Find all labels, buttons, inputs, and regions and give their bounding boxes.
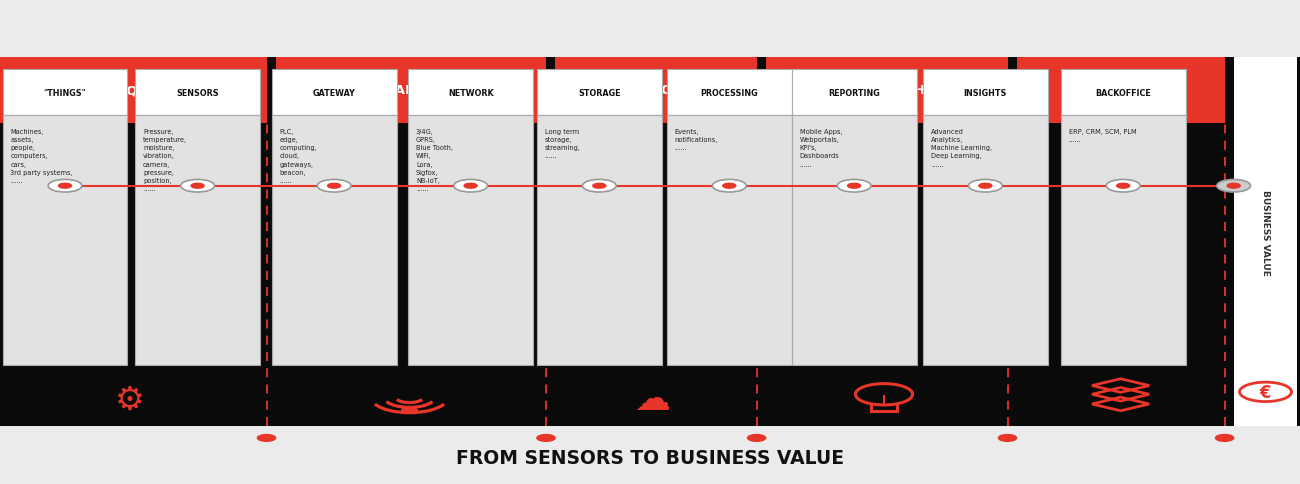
Circle shape — [317, 180, 351, 193]
FancyBboxPatch shape — [537, 70, 662, 116]
Circle shape — [998, 435, 1017, 441]
FancyBboxPatch shape — [0, 58, 1300, 426]
Circle shape — [723, 184, 736, 189]
Text: PLC,
edge,
computing,
cloud,
gateways,
beacon,
......: PLC, edge, computing, cloud, gateways, b… — [280, 128, 317, 183]
FancyBboxPatch shape — [1061, 70, 1186, 116]
FancyBboxPatch shape — [408, 70, 533, 116]
Circle shape — [837, 180, 871, 193]
Text: PROCESSING: PROCESSING — [701, 89, 758, 98]
FancyBboxPatch shape — [792, 70, 916, 116]
FancyBboxPatch shape — [1234, 58, 1297, 426]
Circle shape — [537, 435, 555, 441]
FancyBboxPatch shape — [792, 116, 916, 365]
Circle shape — [1217, 180, 1251, 193]
Text: BUSINESS VALUE: BUSINESS VALUE — [1261, 189, 1270, 275]
Text: Mobile Apps,
Webportals,
KPI's,
Dashboards
......: Mobile Apps, Webportals, KPI's, Dashboar… — [800, 128, 842, 167]
Circle shape — [454, 180, 488, 193]
Text: BACKOFFICE: BACKOFFICE — [1096, 89, 1150, 98]
Text: DATA ACQUISITION: DATA ACQUISITION — [62, 84, 204, 97]
Circle shape — [968, 180, 1002, 193]
Circle shape — [747, 435, 766, 441]
FancyBboxPatch shape — [0, 58, 266, 123]
Circle shape — [1240, 382, 1291, 402]
Text: INSIGHTS: INSIGHTS — [963, 89, 1008, 98]
Circle shape — [593, 184, 606, 189]
Circle shape — [181, 180, 214, 193]
Circle shape — [979, 184, 992, 189]
Text: DATA TRANSMISSION: DATA TRANSMISSION — [332, 84, 490, 97]
Circle shape — [848, 184, 861, 189]
Circle shape — [1227, 184, 1240, 189]
Circle shape — [582, 180, 616, 193]
Text: ⚙: ⚙ — [116, 383, 144, 416]
Circle shape — [191, 184, 204, 189]
Text: Long term
storage,
streaming,
......: Long term storage, streaming, ...... — [545, 128, 581, 159]
Circle shape — [1117, 184, 1130, 189]
Text: FROM SENSORS TO BUSINESS VALUE: FROM SENSORS TO BUSINESS VALUE — [456, 448, 844, 467]
Text: 3/4G,
GPRS,
Blue Tooth,
WiFi,
Lora,
Sigfox,
NB-IoT,
......: 3/4G, GPRS, Blue Tooth, WiFi, Lora, Sigf… — [416, 128, 452, 192]
Circle shape — [58, 184, 72, 189]
FancyBboxPatch shape — [135, 116, 260, 365]
Text: REPORTING: REPORTING — [828, 89, 880, 98]
Circle shape — [328, 184, 341, 189]
FancyBboxPatch shape — [135, 70, 260, 116]
Circle shape — [712, 180, 746, 193]
Text: SENSORS: SENSORS — [177, 89, 218, 98]
Circle shape — [1216, 435, 1234, 441]
Text: DATA STORAGE: DATA STORAGE — [599, 84, 712, 97]
FancyBboxPatch shape — [3, 70, 127, 116]
Circle shape — [1106, 180, 1140, 193]
Circle shape — [464, 184, 477, 189]
FancyBboxPatch shape — [408, 116, 533, 365]
Text: NETWORK: NETWORK — [447, 89, 494, 98]
Text: "THINGS": "THINGS" — [44, 89, 86, 98]
FancyBboxPatch shape — [537, 116, 662, 365]
Text: DATA INSIGHTS: DATA INSIGHTS — [829, 84, 944, 97]
FancyBboxPatch shape — [667, 70, 792, 116]
Text: STORAGE: STORAGE — [578, 89, 620, 98]
Text: €: € — [1260, 383, 1271, 401]
FancyBboxPatch shape — [923, 70, 1048, 116]
FancyBboxPatch shape — [1017, 58, 1225, 123]
Text: Machines,
assets,
people,
computers,
cars,
3rd party systems,
......: Machines, assets, people, computers, car… — [10, 128, 73, 183]
Text: TRANSACTIONS: TRANSACTIONS — [1062, 84, 1179, 97]
FancyBboxPatch shape — [1061, 116, 1186, 365]
FancyBboxPatch shape — [555, 58, 757, 123]
Text: Events,
notifications,
......: Events, notifications, ...... — [675, 128, 718, 151]
Text: ☁: ☁ — [634, 382, 671, 416]
Text: ERP, CRM, SCM, PLM
......: ERP, CRM, SCM, PLM ...... — [1069, 128, 1136, 142]
FancyBboxPatch shape — [3, 116, 127, 365]
Circle shape — [48, 180, 82, 193]
FancyBboxPatch shape — [272, 70, 396, 116]
Text: GATEWAY: GATEWAY — [313, 89, 355, 98]
Circle shape — [257, 435, 276, 441]
Text: Advanced
Analytics,
Machine Learning,
Deep Learning,
......: Advanced Analytics, Machine Learning, De… — [931, 128, 992, 167]
Text: Pressure,
temperature,
moisture,
vibration,
camera,
pressure,
position,
......: Pressure, temperature, moisture, vibrati… — [143, 128, 187, 192]
FancyBboxPatch shape — [766, 58, 1008, 123]
Circle shape — [402, 408, 417, 413]
FancyBboxPatch shape — [667, 116, 792, 365]
FancyBboxPatch shape — [923, 116, 1048, 365]
FancyBboxPatch shape — [276, 58, 546, 123]
FancyBboxPatch shape — [272, 116, 396, 365]
